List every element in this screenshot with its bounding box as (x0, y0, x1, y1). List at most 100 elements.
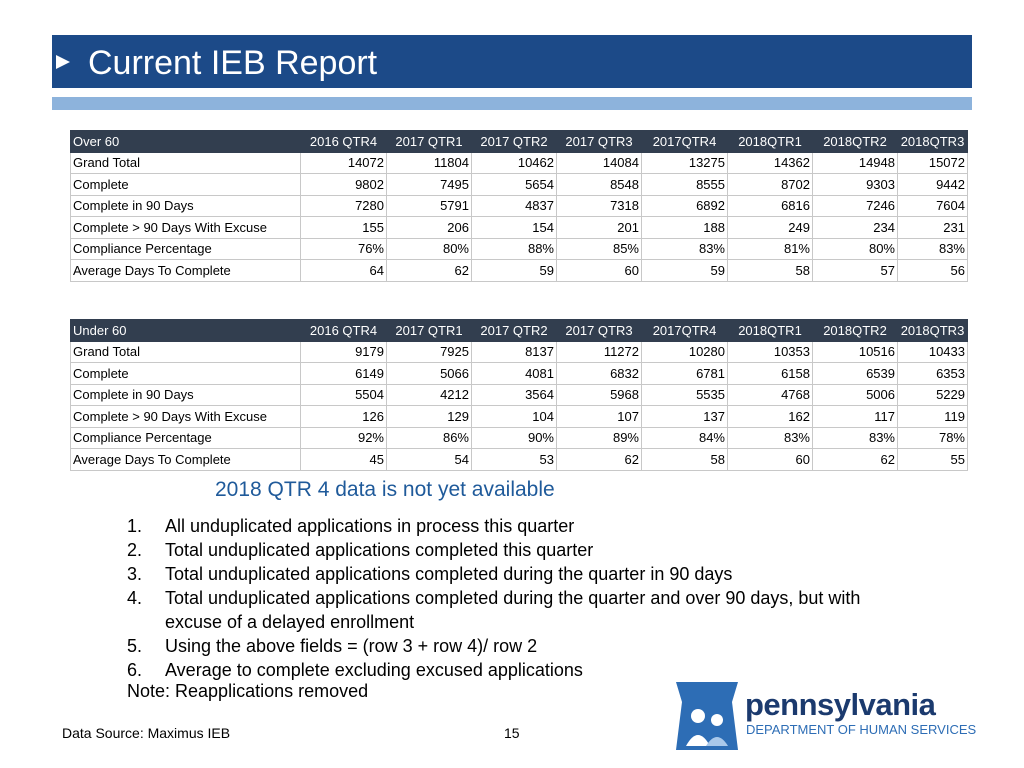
value-cell: 78% (897, 426, 968, 449)
table-row: Average Days To Complete 64 62 59 60 59 58 57 56 (70, 259, 968, 282)
value-cell: 137 (641, 405, 728, 428)
value-cell: 60 (556, 259, 642, 282)
value-cell: 6892 (641, 194, 728, 217)
note-item: 6. Average to complete excluding excused … (127, 658, 907, 682)
row-label: Compliance Percentage (70, 426, 301, 449)
note-text: Average to complete excluding excused ap… (165, 660, 583, 680)
note: Note: Reapplications removed (127, 681, 369, 701)
value-cell: 8137 (471, 340, 557, 363)
value-cell: 62 (386, 259, 472, 282)
value-cell: 60 (727, 448, 813, 471)
logo-name: pennsylvania (745, 687, 936, 722)
value-cell: 62 (556, 448, 642, 471)
data-source: Data Source: Maximus IEB (62, 725, 231, 741)
row-label: Complete in 90 Days (70, 383, 301, 406)
logo-keystone (676, 682, 738, 750)
note-number: 5. (127, 636, 143, 656)
value-cell: 234 (812, 216, 898, 239)
value-cell: 6149 (300, 362, 387, 385)
header-cell: Under 60 (70, 319, 301, 342)
title: Current IEB Report (88, 44, 378, 82)
value-cell: 59 (641, 259, 728, 282)
value-cell: 9179 (300, 340, 387, 363)
note-item: 4. Total unduplicated applications comple… (127, 586, 907, 634)
row-label: Grand Total (70, 340, 301, 363)
note-text: All unduplicated applications in process… (165, 516, 575, 536)
value-cell: 4212 (386, 383, 472, 406)
note-item: 3. Total unduplicated applications comple… (127, 562, 907, 586)
value-cell: 6539 (812, 362, 898, 385)
row-label: Complete in 90 Days (70, 194, 301, 217)
note-number: 2. (127, 540, 143, 560)
table-row: Compliance Percentage 92% 86% 90% 89% 84% 83% 8… (70, 426, 968, 449)
value-cell: 56 (897, 259, 968, 282)
header-row: Over 60 2016 QTR4 2017 QTR1 2017 QTR2 2017 Q… (70, 130, 968, 153)
header-cell: 2017QTR4 (641, 319, 728, 342)
table-row: Grand Total 14072 11804 10462 14084 13275 1436… (70, 151, 968, 174)
value-cell: 5968 (556, 383, 642, 406)
notes-list: 1. All unduplicated applications in proce… (127, 514, 907, 682)
value-cell: 57 (812, 259, 898, 282)
value-cell: 4081 (471, 362, 557, 385)
note-number: 1. (127, 516, 143, 536)
value-cell: 7604 (897, 194, 968, 217)
value-cell: 89% (556, 426, 642, 449)
header-cell: 2018QTR1 (727, 130, 813, 153)
value-cell: 6832 (556, 362, 642, 385)
header-cell: 2018QTR2 (812, 130, 898, 153)
value-cell: 7925 (386, 340, 472, 363)
table-over-60: Over 60 2016 QTR4 2017 QTR1 2017 QTR2 2017 Q… (70, 130, 968, 282)
value-cell: 11272 (556, 340, 642, 363)
table-row: Complete in 90 Days 5504 4212 3564 5968 5535 4… (70, 383, 968, 406)
value-cell: 129 (386, 405, 472, 428)
value-cell: 117 (812, 405, 898, 428)
value-cell: 9802 (300, 173, 387, 196)
table-row: Complete > 90 Days With Excuse 155 206 154 2… (70, 216, 968, 239)
value-cell: 10516 (812, 340, 898, 363)
value-cell: 83% (897, 237, 968, 260)
value-cell: 5006 (812, 383, 898, 406)
value-cell: 154 (471, 216, 557, 239)
value-cell: 3564 (471, 383, 557, 406)
value-cell: 54 (386, 448, 472, 471)
header-cell: 2018QTR1 (727, 319, 813, 342)
header-row: Under 60 2016 QTR4 2017 QTR1 2017 QTR2 2017 … (70, 319, 968, 342)
table-row: Complete 6149 5066 4081 6832 6781 6158 6539 6353 (70, 362, 968, 385)
value-cell: 84% (641, 426, 728, 449)
value-cell: 7318 (556, 194, 642, 217)
value-cell: 90% (471, 426, 557, 449)
value-cell: 104 (471, 405, 557, 428)
value-cell: 14948 (812, 151, 898, 174)
row-label: Complete (70, 173, 301, 196)
value-cell: 7280 (300, 194, 387, 217)
header-cell: 2017 QTR2 (471, 130, 557, 153)
value-cell: 59 (471, 259, 557, 282)
header-cell: 2017 QTR3 (556, 319, 642, 342)
value-cell: 7246 (812, 194, 898, 217)
value-cell: 5654 (471, 173, 557, 196)
value-cell: 10353 (727, 340, 813, 363)
value-cell: 162 (727, 405, 813, 428)
value-cell: 188 (641, 216, 728, 239)
value-cell: 107 (556, 405, 642, 428)
value-cell: 76% (300, 237, 387, 260)
row-label: Complete (70, 362, 301, 385)
value-cell: 249 (727, 216, 813, 239)
row-label: Complete > 90 Days With Excuse (70, 405, 301, 428)
value-cell: 14084 (556, 151, 642, 174)
value-cell: 8555 (641, 173, 728, 196)
value-cell: 15072 (897, 151, 968, 174)
value-cell: 126 (300, 405, 387, 428)
value-cell: 13275 (641, 151, 728, 174)
value-cell: 92% (300, 426, 387, 449)
note-text: Total unduplicated applications complete… (165, 588, 861, 632)
value-cell: 86% (386, 426, 472, 449)
value-cell: 83% (727, 426, 813, 449)
note-number: 3. (127, 564, 143, 584)
value-cell: 62 (812, 448, 898, 471)
note-item: 1. All unduplicated applications in proce… (127, 514, 907, 538)
title-arrow (56, 55, 70, 69)
value-cell: 155 (300, 216, 387, 239)
value-cell: 14362 (727, 151, 813, 174)
header-cell: 2018QTR2 (812, 319, 898, 342)
